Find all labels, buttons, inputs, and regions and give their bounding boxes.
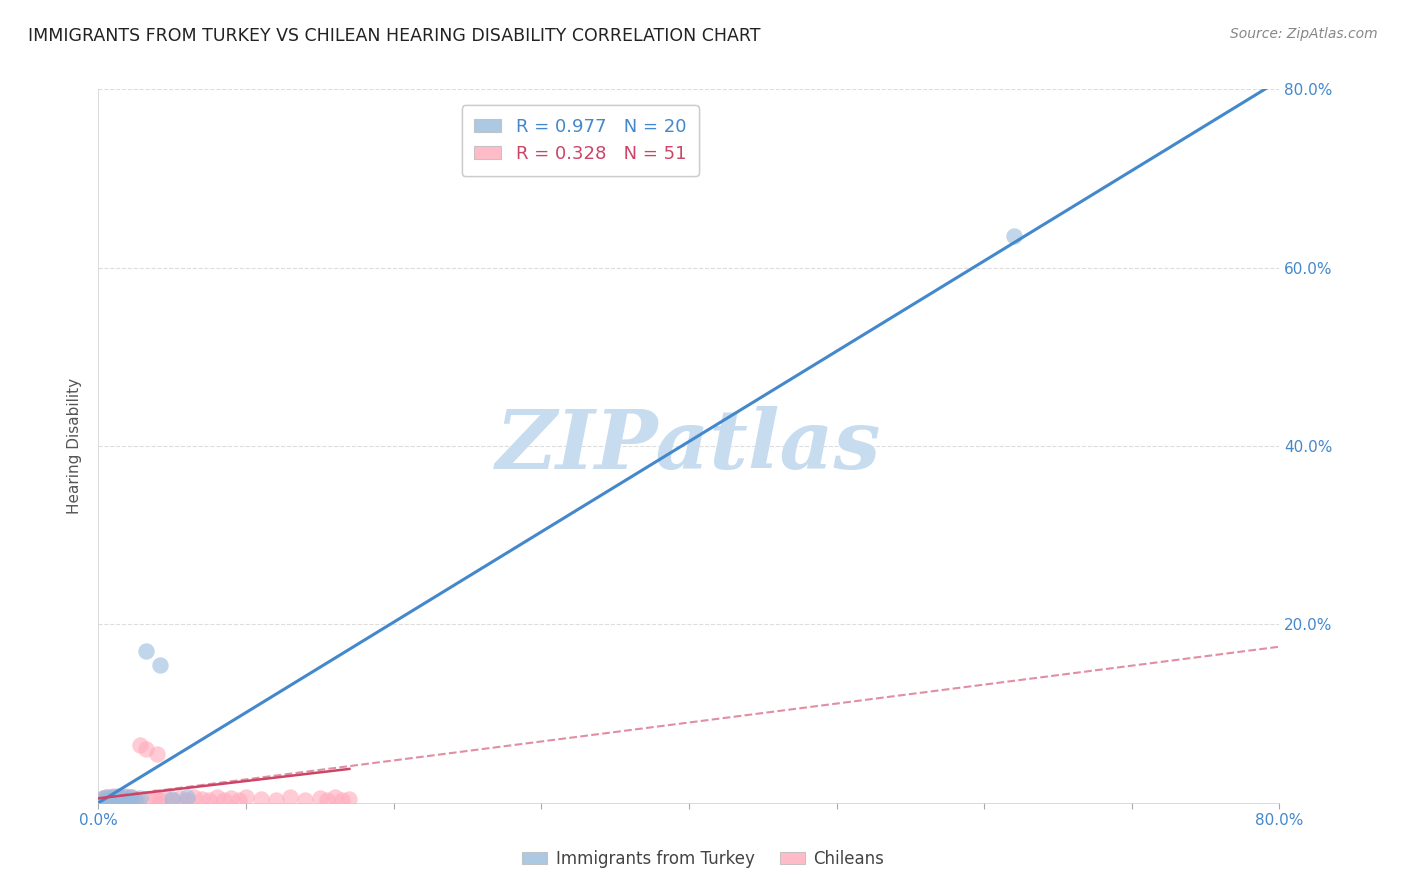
Point <box>191 792 214 806</box>
Point <box>128 791 150 805</box>
Text: IMMIGRANTS FROM TURKEY VS CHILEAN HEARING DISABILITY CORRELATION CHART: IMMIGRANTS FROM TURKEY VS CHILEAN HEARIN… <box>28 27 761 45</box>
Point <box>104 792 127 806</box>
Point <box>105 793 128 807</box>
Point <box>93 793 115 807</box>
Point <box>323 790 346 805</box>
Point <box>128 738 150 752</box>
Point <box>198 793 221 807</box>
Legend: Immigrants from Turkey, Chileans: Immigrants from Turkey, Chileans <box>516 844 890 875</box>
Point <box>90 794 112 808</box>
Point <box>1002 229 1025 244</box>
Point <box>309 791 332 805</box>
Text: ZIPatlas: ZIPatlas <box>496 406 882 486</box>
Point <box>110 791 132 805</box>
Point <box>330 793 353 807</box>
Legend: R = 0.977   N = 20, R = 0.328   N = 51: R = 0.977 N = 20, R = 0.328 N = 51 <box>461 105 699 176</box>
Point <box>103 790 125 805</box>
Point <box>96 792 118 806</box>
Point <box>264 793 287 807</box>
Point <box>139 792 162 806</box>
Point <box>94 793 117 807</box>
Point <box>121 789 143 804</box>
Point <box>96 789 118 804</box>
Point <box>176 793 198 807</box>
Point <box>212 793 235 807</box>
Text: Source: ZipAtlas.com: Source: ZipAtlas.com <box>1230 27 1378 41</box>
Point <box>316 793 339 807</box>
Point <box>124 792 146 806</box>
Point <box>120 790 142 805</box>
Point <box>143 789 166 804</box>
Y-axis label: Hearing Disability: Hearing Disability <box>67 378 83 514</box>
Point <box>108 789 131 804</box>
Point <box>97 794 120 808</box>
Point <box>135 644 157 658</box>
Point <box>98 790 121 805</box>
Point <box>153 790 176 805</box>
Point <box>228 793 250 807</box>
Point <box>135 742 157 756</box>
Point <box>112 793 135 807</box>
Point <box>127 794 149 808</box>
Point <box>120 793 142 807</box>
Point <box>183 789 205 804</box>
Point <box>205 790 228 805</box>
Point <box>146 747 169 761</box>
Point <box>118 790 141 805</box>
Point <box>114 789 136 804</box>
Point <box>103 789 125 803</box>
Point <box>91 791 114 805</box>
Point <box>98 792 121 806</box>
Point <box>117 792 139 806</box>
Point <box>112 790 135 805</box>
Point <box>97 794 120 808</box>
Point <box>149 793 172 807</box>
Point <box>115 789 138 803</box>
Point <box>94 789 117 804</box>
Point <box>219 791 242 805</box>
Point <box>294 793 316 807</box>
Point <box>110 792 132 806</box>
Point <box>235 789 257 804</box>
Point <box>169 791 191 805</box>
Point <box>124 793 146 807</box>
Point <box>250 792 273 806</box>
Point <box>91 791 114 805</box>
Point <box>111 794 134 808</box>
Point <box>100 793 122 807</box>
Point <box>117 792 139 806</box>
Point <box>162 792 183 806</box>
Point <box>114 793 136 807</box>
Point <box>107 789 129 803</box>
Point <box>107 793 129 807</box>
Point <box>162 793 183 807</box>
Point <box>278 790 302 805</box>
Point <box>105 790 128 805</box>
Point <box>176 790 198 805</box>
Point <box>339 792 360 806</box>
Point <box>149 657 172 672</box>
